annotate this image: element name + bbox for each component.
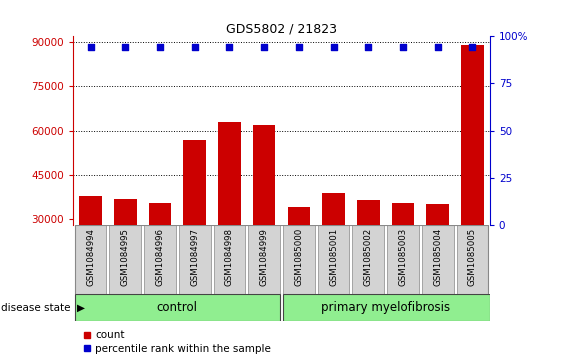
Bar <box>248 225 280 294</box>
Point <box>294 44 303 49</box>
Point <box>364 44 373 49</box>
Bar <box>213 225 245 294</box>
Bar <box>461 45 484 308</box>
Text: control: control <box>157 301 198 314</box>
Bar <box>457 225 488 294</box>
Bar <box>318 225 350 294</box>
Point <box>329 44 338 49</box>
Bar <box>387 225 419 294</box>
Text: disease state  ▶: disease state ▶ <box>1 303 85 313</box>
Point <box>190 44 199 49</box>
Bar <box>288 207 310 308</box>
Point <box>468 44 477 49</box>
Bar <box>322 193 345 308</box>
Bar <box>184 139 206 308</box>
Legend: count, percentile rank within the sample: count, percentile rank within the sample <box>78 326 275 358</box>
Text: GSM1085003: GSM1085003 <box>399 228 408 286</box>
Point <box>120 44 129 49</box>
Bar <box>144 225 176 294</box>
Point <box>434 44 443 49</box>
Text: GSM1085005: GSM1085005 <box>468 228 477 286</box>
Bar <box>283 294 490 321</box>
Bar <box>114 199 137 308</box>
Bar <box>179 225 211 294</box>
Bar <box>253 125 275 308</box>
Bar <box>392 203 414 308</box>
Bar <box>426 204 449 308</box>
Text: GSM1084999: GSM1084999 <box>260 228 269 286</box>
Text: GSM1085002: GSM1085002 <box>364 228 373 286</box>
Point <box>260 44 269 49</box>
Text: primary myelofibrosis: primary myelofibrosis <box>321 301 450 314</box>
Text: GSM1084994: GSM1084994 <box>86 228 95 286</box>
Bar <box>79 196 102 308</box>
Bar <box>149 203 171 308</box>
Bar <box>75 294 280 321</box>
Text: GSM1085004: GSM1085004 <box>434 228 442 286</box>
Point <box>86 44 95 49</box>
Bar <box>357 200 379 308</box>
Bar <box>218 122 241 308</box>
Title: GDS5802 / 21823: GDS5802 / 21823 <box>226 22 337 35</box>
Text: GSM1085000: GSM1085000 <box>294 228 303 286</box>
Text: GSM1084996: GSM1084996 <box>155 228 164 286</box>
Text: GSM1084998: GSM1084998 <box>225 228 234 286</box>
Bar <box>352 225 384 294</box>
Text: GSM1085001: GSM1085001 <box>329 228 338 286</box>
Text: GSM1084995: GSM1084995 <box>121 228 129 286</box>
Bar <box>109 225 141 294</box>
Bar <box>283 225 315 294</box>
Text: GSM1084997: GSM1084997 <box>190 228 199 286</box>
Bar <box>422 225 454 294</box>
Bar <box>75 225 106 294</box>
Point <box>399 44 408 49</box>
Point <box>155 44 164 49</box>
Point <box>225 44 234 49</box>
